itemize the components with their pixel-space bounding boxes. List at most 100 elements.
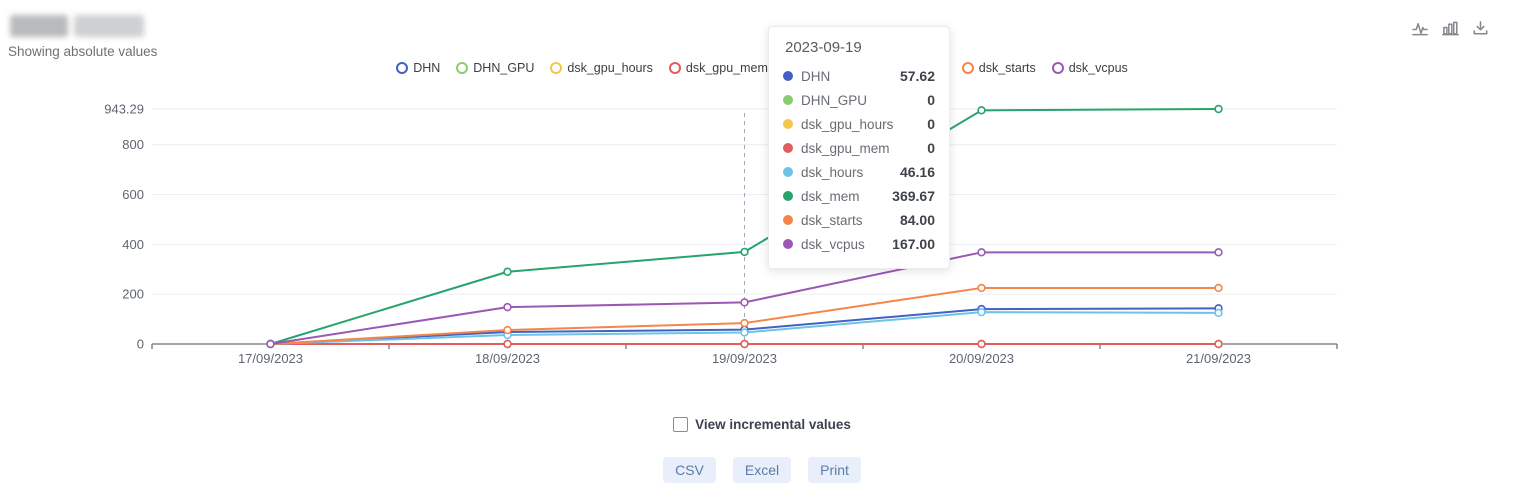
tooltip-date: 2023-09-19 bbox=[785, 39, 862, 56]
x-tick-label: 20/09/2023 bbox=[949, 351, 1014, 366]
data-point-dsk_vcpus[interactable] bbox=[740, 298, 749, 307]
legend-item-DHN_GPU[interactable]: DHN_GPU bbox=[456, 61, 534, 75]
series-dot-icon bbox=[783, 215, 793, 225]
chart-subtitle: Showing absolute values bbox=[8, 44, 158, 59]
tooltip-series-value: 0 bbox=[927, 92, 935, 108]
legend-item-dsk_gpu_mem[interactable]: dsk_gpu_mem bbox=[668, 61, 768, 75]
tooltip-series-value: 0 bbox=[927, 140, 935, 156]
incremental-checkbox[interactable] bbox=[673, 417, 689, 432]
tooltip-row-dsk_starts: dsk_starts 84.00 bbox=[783, 208, 935, 232]
data-point-dsk_gpu_mem[interactable] bbox=[1214, 339, 1223, 349]
series-dot-icon bbox=[783, 191, 793, 201]
export-csv-button[interactable]: CSV bbox=[663, 457, 716, 483]
download-icon[interactable] bbox=[1471, 19, 1490, 38]
data-point-dsk_mem[interactable] bbox=[740, 247, 749, 257]
bar-chart-icon[interactable] bbox=[1441, 19, 1460, 38]
data-point-dsk_starts[interactable] bbox=[1214, 283, 1223, 293]
x-tick-label: 17/09/2023 bbox=[238, 351, 303, 366]
data-point-dsk_starts[interactable] bbox=[503, 325, 512, 335]
legend-label: dsk_gpu_hours bbox=[567, 61, 653, 75]
legend-label: DHN_GPU bbox=[473, 61, 535, 75]
data-point-dsk_gpu_mem[interactable] bbox=[977, 339, 986, 349]
tooltip-series-name: dsk_starts bbox=[801, 212, 863, 228]
chart-toolbar bbox=[1411, 19, 1490, 38]
series-dot-icon bbox=[783, 71, 793, 81]
series-dot-icon bbox=[783, 119, 793, 129]
legend-item-dsk_vcpus[interactable]: dsk_vcpus bbox=[1051, 61, 1128, 75]
data-point-dsk_vcpus[interactable] bbox=[977, 248, 986, 257]
incremental-checkbox-label[interactable]: View incremental values bbox=[695, 417, 851, 432]
tooltip-row-dsk_gpu_mem: dsk_gpu_mem 0 bbox=[783, 136, 935, 160]
data-point-dsk_mem[interactable] bbox=[1214, 104, 1223, 114]
chart-tooltip: 2023-09-19 DHN 57.62 DHN_GPU 0 dsk_gpu_hours… bbox=[768, 26, 950, 269]
legend-label: dsk_gpu_mem bbox=[685, 61, 768, 75]
chart-plot-area[interactable]: 0 200 400 600 800 943.29 17/09/2023 18/09/2023 1… bbox=[0, 0, 1524, 400]
incremental-toggle-row: View incremental values bbox=[0, 417, 1524, 432]
series-dot-icon bbox=[783, 143, 793, 153]
tooltip-row-DHN_GPU: DHN_GPU 0 bbox=[783, 88, 935, 112]
data-point-dsk_vcpus[interactable] bbox=[266, 339, 275, 349]
tooltip-series-value: 167.00 bbox=[892, 236, 935, 252]
tooltip-series-value: 0 bbox=[927, 116, 935, 132]
tooltip-series-name: dsk_gpu_hours bbox=[801, 116, 894, 132]
x-tick-label: 19/09/2023 bbox=[712, 351, 777, 366]
tooltip-row-dsk_mem: dsk_mem 369.67 bbox=[783, 184, 935, 208]
export-buttons-row: CSV Excel Print bbox=[0, 457, 1524, 483]
tooltip-series-name: DHN_GPU bbox=[801, 92, 868, 108]
series-dot-icon bbox=[783, 95, 793, 105]
data-point-dsk_hours[interactable] bbox=[1214, 308, 1223, 318]
chart-legend: DHNDHN_GPUdsk_gpu_hoursdsk_gpu_memdsk_ho… bbox=[0, 61, 1524, 75]
y-tick-label: 800 bbox=[122, 137, 144, 152]
legend-item-DHN[interactable]: DHN bbox=[396, 61, 440, 75]
tooltip-series-name: dsk_mem bbox=[801, 188, 860, 204]
y-tick-label: 600 bbox=[122, 187, 144, 202]
data-point-dsk_starts[interactable] bbox=[740, 318, 749, 328]
y-tick-label: 943.29 bbox=[104, 102, 144, 117]
tooltip-row-dsk_gpu_hours: dsk_gpu_hours 0 bbox=[783, 112, 935, 136]
legend-ring-icon bbox=[961, 62, 974, 74]
tooltip-row-DHN: DHN 57.62 bbox=[783, 64, 935, 88]
tooltip-row-dsk_hours: dsk_hours 46.16 bbox=[783, 160, 935, 184]
data-point-dsk_mem[interactable] bbox=[503, 267, 512, 276]
legend-ring-icon bbox=[668, 62, 681, 74]
legend-ring-icon bbox=[550, 62, 563, 74]
tooltip-series-name: DHN bbox=[801, 68, 831, 84]
y-tick-label: 400 bbox=[122, 237, 144, 252]
tooltip-series-value: 46.16 bbox=[899, 164, 935, 180]
legend-label: dsk_vcpus bbox=[1068, 61, 1128, 75]
legend-ring-icon bbox=[1051, 62, 1064, 74]
data-point-dsk_hours[interactable] bbox=[977, 307, 986, 317]
tooltip-series-value: 84.00 bbox=[899, 212, 935, 228]
tooltip-series-value: 369.67 bbox=[892, 188, 935, 204]
data-point-dsk_vcpus[interactable] bbox=[1214, 248, 1223, 257]
x-tick-label: 18/09/2023 bbox=[475, 351, 540, 366]
y-tick-label: 200 bbox=[122, 287, 144, 302]
tooltip-series-name: dsk_vcpus bbox=[801, 236, 865, 252]
line-chart-icon[interactable] bbox=[1411, 19, 1430, 38]
data-point-dsk_gpu_mem[interactable] bbox=[503, 339, 512, 349]
legend-ring-icon bbox=[396, 62, 409, 74]
tooltip-series-name: dsk_gpu_mem bbox=[801, 140, 890, 156]
export-excel-button[interactable]: Excel bbox=[732, 457, 792, 483]
chart-canvas[interactable]: 0 200 400 600 800 943.29 17/09/2023 18/09/2023 1… bbox=[0, 0, 1524, 400]
data-point-dsk_vcpus[interactable] bbox=[503, 302, 512, 312]
legend-ring-icon bbox=[456, 62, 469, 74]
data-point-dsk_starts[interactable] bbox=[977, 283, 986, 293]
legend-label: dsk_starts bbox=[978, 61, 1036, 75]
data-point-dsk_mem[interactable] bbox=[977, 106, 986, 115]
legend-item-dsk_gpu_hours[interactable]: dsk_gpu_hours bbox=[550, 61, 653, 75]
y-tick-label: 0 bbox=[137, 337, 144, 352]
x-tick-label: 21/09/2023 bbox=[1186, 351, 1251, 366]
legend-item-dsk_starts[interactable]: dsk_starts bbox=[961, 61, 1036, 75]
series-dot-icon bbox=[783, 239, 793, 249]
tooltip-row-dsk_vcpus: dsk_vcpus 167.00 bbox=[783, 232, 935, 256]
export-print-button[interactable]: Print bbox=[808, 457, 861, 483]
data-point-dsk_gpu_mem[interactable] bbox=[740, 339, 749, 349]
tooltip-series-value: 57.62 bbox=[899, 68, 935, 84]
series-dot-icon bbox=[783, 167, 793, 177]
legend-label: DHN bbox=[413, 61, 441, 75]
redacted-title bbox=[10, 15, 146, 37]
tooltip-series-name: dsk_hours bbox=[801, 164, 864, 180]
data-point-dsk_hours[interactable] bbox=[740, 328, 749, 337]
